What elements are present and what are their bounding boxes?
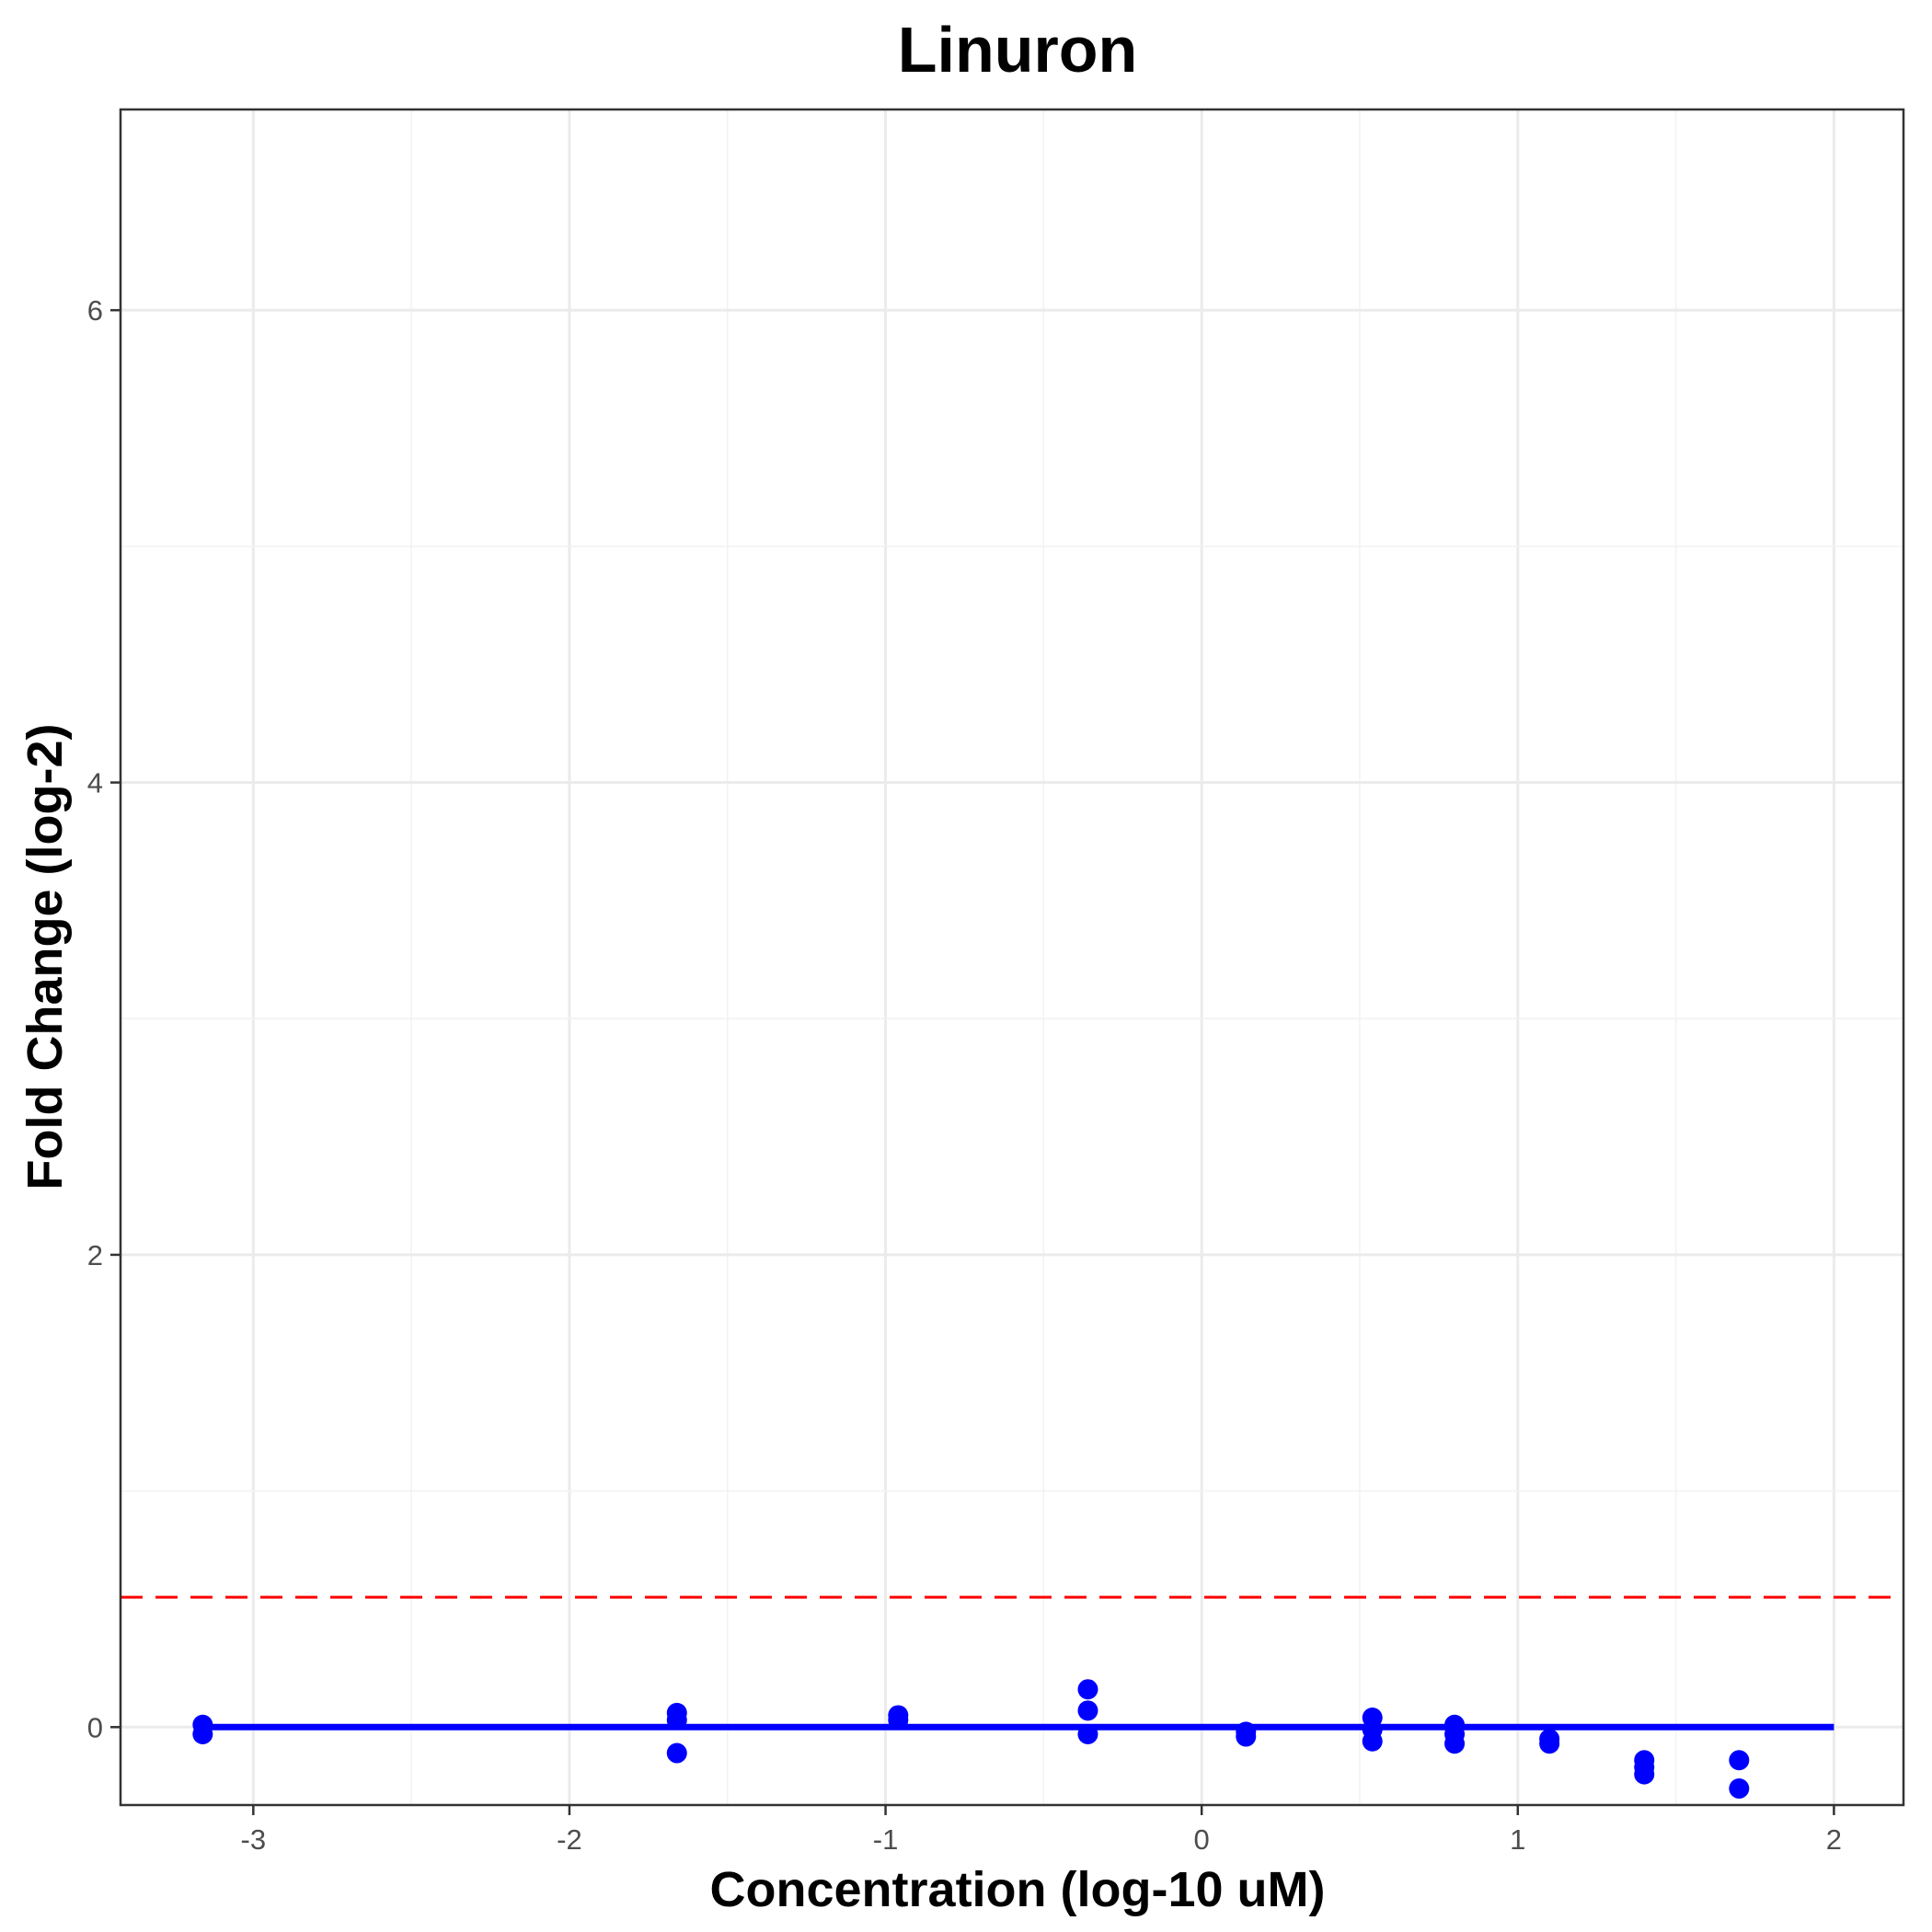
y-tick-label: 4 [87, 767, 103, 799]
y-tick-label: 0 [87, 1711, 103, 1743]
data-point [192, 1723, 213, 1744]
data-point [1362, 1731, 1383, 1752]
data-point [888, 1709, 909, 1731]
y-axis-ticks: 0 2 4 6 [87, 294, 121, 1743]
x-tick-label: 1 [1510, 1823, 1525, 1856]
data-point [1444, 1733, 1466, 1754]
x-axis-ticks: -3 -2 -1 0 1 2 [241, 1805, 1842, 1856]
data-point [666, 1709, 687, 1731]
data-point [1077, 1723, 1098, 1744]
data-point [666, 1742, 687, 1764]
data-point [1729, 1778, 1750, 1800]
panel-border [119, 108, 1905, 1807]
chart-title: Linuron [898, 14, 1137, 86]
x-tick-label: 2 [1826, 1823, 1842, 1856]
x-tick-label: 0 [1194, 1823, 1210, 1856]
y-tick-label: 6 [87, 294, 103, 327]
x-tick-label: -1 [873, 1823, 899, 1856]
y-axis-title: Fold Change (log-2) [17, 724, 73, 1190]
data-point [1539, 1733, 1560, 1754]
data-point [1077, 1700, 1098, 1721]
y-tick-label: 2 [87, 1239, 103, 1271]
x-tick-label: -2 [557, 1823, 582, 1856]
data-point [1077, 1679, 1098, 1700]
x-axis-title: Concentration (log-10 uM) [710, 1862, 1326, 1917]
data-point [1236, 1726, 1257, 1747]
data-points [192, 1679, 1750, 1800]
data-point [1729, 1750, 1750, 1771]
x-tick-label: -3 [241, 1823, 267, 1856]
data-point [1634, 1764, 1655, 1785]
